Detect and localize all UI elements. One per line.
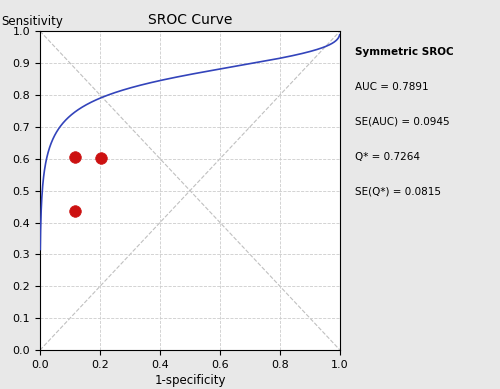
Text: Sensitivity: Sensitivity	[1, 15, 63, 28]
Text: AUC = 0.7891: AUC = 0.7891	[355, 82, 428, 92]
Point	[70, 208, 78, 214]
Point	[98, 155, 106, 161]
Text: SE(AUC) = 0.0945: SE(AUC) = 0.0945	[355, 117, 450, 127]
Text: Q* = 0.7264: Q* = 0.7264	[355, 152, 420, 162]
Text: SE(Q*) = 0.0815: SE(Q*) = 0.0815	[355, 187, 441, 197]
Point	[70, 154, 78, 160]
Text: Symmetric SROC: Symmetric SROC	[355, 47, 454, 57]
Title: SROC Curve: SROC Curve	[148, 13, 232, 27]
X-axis label: 1-specificity: 1-specificity	[154, 374, 226, 387]
